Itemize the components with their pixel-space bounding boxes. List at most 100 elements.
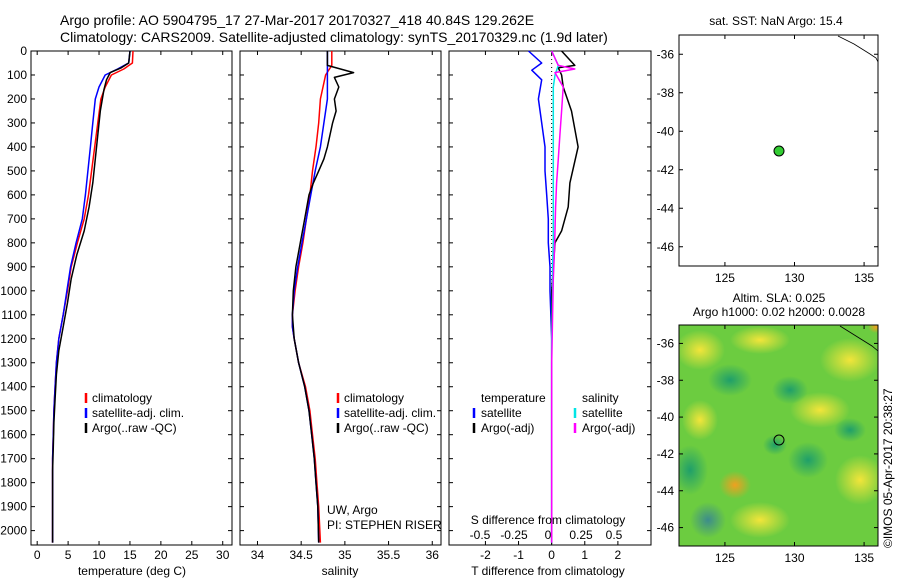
legend-label-climatology: climatology [92,391,152,405]
coastline [837,35,879,63]
lon-tick-label: 125 [715,271,735,285]
s-tick-label: 0 [545,528,552,542]
temperature-xlabel: temperature (deg C) [78,564,186,578]
lat-tick-label: -42 [657,163,675,177]
x-tick-label: -1 [513,548,524,562]
lon-tick-label: 130 [784,271,804,285]
depth-tick-label: 1700 [0,452,27,466]
lat-tick-label: -38 [657,86,675,100]
lat-tick-label: -38 [657,373,675,387]
x-tick-label: 5 [65,548,72,562]
difference-x-axis: -2 -1 0 1 2 [480,51,622,562]
salinity-xlabel: salinity [322,564,359,578]
x-tick-label: 25 [185,548,199,562]
difference-legend-temperature: temperature satellite Argo(-adj) [472,391,546,435]
sst-map: sat. SST: NaN Argo: 15.4 125 130 135 -36 -38… [657,14,879,285]
depth-tick-label: 1400 [0,380,27,394]
x-tick-label: 10 [92,548,106,562]
coastline [839,325,879,352]
sla-map: Altim. SLA: 0.025 Argo h1000: 0.02 h2000… [657,291,879,565]
lon-tick-label: 135 [854,551,874,565]
temperature-legend: climatology satellite-adj. clim. Argo(..… [84,391,184,435]
legend-label-climatology: climatology [344,391,404,405]
series-line-argo-raw-qc [51,50,131,543]
sla-map-title-2: Argo h1000: 0.02 h2000: 0.0028 [693,305,865,319]
legend-label-temp-argo: Argo(-adj) [481,421,534,435]
lat-tick-label: -46 [657,240,675,254]
lat-tick-label: -44 [657,201,675,215]
s-tick-label: -0.5 [470,528,491,542]
legend-label-satellite: satellite-adj. clim. [344,406,436,420]
depth-tick-label: 100 [7,68,27,82]
argo-location-marker [773,434,785,446]
depth-tick-label: 1300 [0,356,27,370]
series-line-satellite-adj-clim [291,51,329,543]
depth-tick-label: 1500 [0,404,27,418]
series-line-temperature-satellite [527,50,553,543]
difference-legend-salinity: salinity satellite Argo(-adj) [573,391,635,435]
sst-map-axes: 125 130 135 -36 -38 -40 -42 -44 -46 [657,35,878,285]
lat-tick-label: -40 [657,124,675,138]
x-tick-label: 30 [216,548,230,562]
depth-tick-label: 1000 [0,284,27,298]
difference-xlabel: T difference from climatology [471,564,625,578]
salinity-panel: 34 34.5 35 35.5 36 salinity climatology sate… [239,50,442,578]
series-line-argo-raw-qc [291,51,355,543]
s-tick-label: 0.5 [606,528,623,542]
x-tick-label: 2 [615,548,622,562]
x-tick-label: 34 [251,548,265,562]
depth-tick-label: 200 [7,92,27,106]
salinity-x-axis: 34 34.5 35 35.5 36 [251,51,439,562]
lon-tick-label: 130 [784,551,804,565]
x-tick-label: 1 [581,548,588,562]
depth-tick-label: 800 [7,236,27,250]
series-line-climatology [291,51,333,543]
legend-label-sal-satellite: satellite [582,406,623,420]
legend-label-argo: Argo(..raw -QC) [344,421,429,435]
depth-tick-label: 0 [20,44,27,58]
x-tick-label: 15 [123,548,137,562]
s-difference-axis: -0.5 -0.25 0 0.25 0.5 [470,528,623,542]
series-line-temperature-argo-adj [550,50,579,543]
series-line-satellite-adj-clim [51,50,131,543]
lon-tick-label: 125 [715,551,735,565]
x-tick-label: 35 [338,548,352,562]
depth-tick-label: 900 [7,260,27,274]
salinity-legend: climatology satellite-adj. clim. Argo(..… [336,391,436,435]
lat-tick-label: -36 [657,47,675,61]
depth-tick-label: 1100 [1,308,27,322]
x-tick-label: 36 [426,548,440,562]
legend-label-satellite: satellite-adj. clim. [92,406,184,420]
depth-tick-label: 1600 [0,428,27,442]
lat-tick-label: -40 [657,410,675,424]
sla-map-frame [678,324,879,547]
imos-credit: ©IMOS 05-Apr-2017 20:38:27 [881,388,895,548]
lat-tick-label: -42 [657,447,675,461]
legend-title-temperature: temperature [481,391,546,405]
difference-panel-frame [448,50,652,546]
depth-tick-label: 300 [7,116,27,130]
lon-tick-label: 135 [854,271,874,285]
argo-location-marker [773,145,785,157]
salinity-annotation-institution: UW, Argo [327,503,378,517]
temperature-x-axis: 0 5 10 15 20 25 30 [34,51,230,562]
x-tick-label: -2 [480,548,491,562]
lat-tick-label: -44 [657,484,675,498]
salinity-annotation-pi: PI: STEPHEN RISER [327,518,442,532]
s-tick-label: -0.25 [500,528,528,542]
lat-tick-label: -46 [657,521,675,535]
depth-tick-label: 500 [7,164,27,178]
header-line-1: Argo profile: AO 5904795_17 27-Mar-2017 … [60,12,534,28]
temperature-series [51,50,134,543]
header-line-2: Climatology: CARS2009. Satellite-adjuste… [60,29,608,45]
legend-title-salinity: salinity [582,391,619,405]
depth-tick-label: 600 [7,188,27,202]
depth-tick-label: 1200 [0,332,27,346]
depth-tick-label: 700 [7,212,27,226]
x-tick-label: 20 [154,548,168,562]
depth-axis: 0 100 200 300 400 500 600 700 800 900 1000 1100 1200… [0,44,651,538]
depth-tick-label: 400 [7,140,27,154]
depth-tick-label: 2000 [0,524,27,538]
legend-label-temp-satellite: satellite [481,406,522,420]
